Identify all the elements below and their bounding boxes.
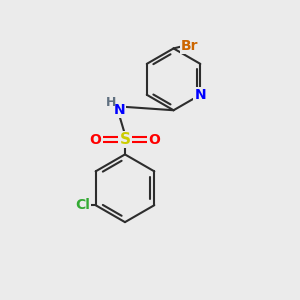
Text: N: N	[113, 103, 125, 117]
Text: S: S	[119, 132, 130, 147]
Text: O: O	[148, 133, 160, 147]
Text: H: H	[106, 95, 116, 109]
Text: Cl: Cl	[75, 198, 90, 212]
Text: Br: Br	[181, 39, 199, 53]
Text: N: N	[194, 88, 206, 102]
Text: O: O	[90, 133, 101, 147]
